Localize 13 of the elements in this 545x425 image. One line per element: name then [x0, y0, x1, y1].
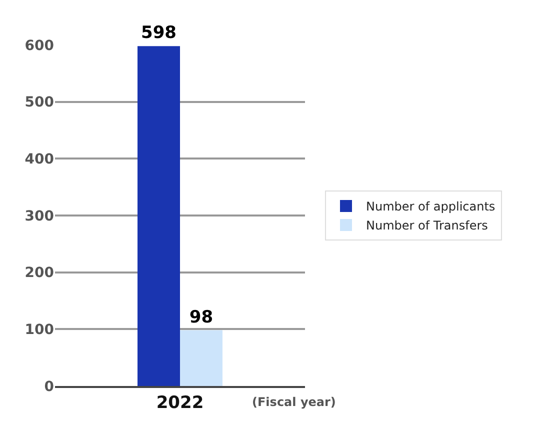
y-tick-label: 500 — [24, 94, 54, 111]
y-tick-label: 600 — [24, 38, 54, 54]
y-tick-label: 300 — [24, 208, 54, 224]
y-tick-label: 200 — [24, 265, 54, 282]
x-axis-title: (Fiscal year) — [252, 395, 336, 409]
y-tick-label: 0 — [44, 378, 54, 395]
y-tick-label: 400 — [24, 152, 54, 168]
data-label: 598 — [141, 23, 176, 44]
legend-label: Number of applicants — [366, 200, 496, 214]
legend-label: Number of Transfers — [366, 218, 488, 233]
data-label: 98 — [189, 307, 214, 328]
x-tick-label: 2022 — [156, 393, 204, 414]
y-tick-label: 100 — [24, 322, 54, 338]
